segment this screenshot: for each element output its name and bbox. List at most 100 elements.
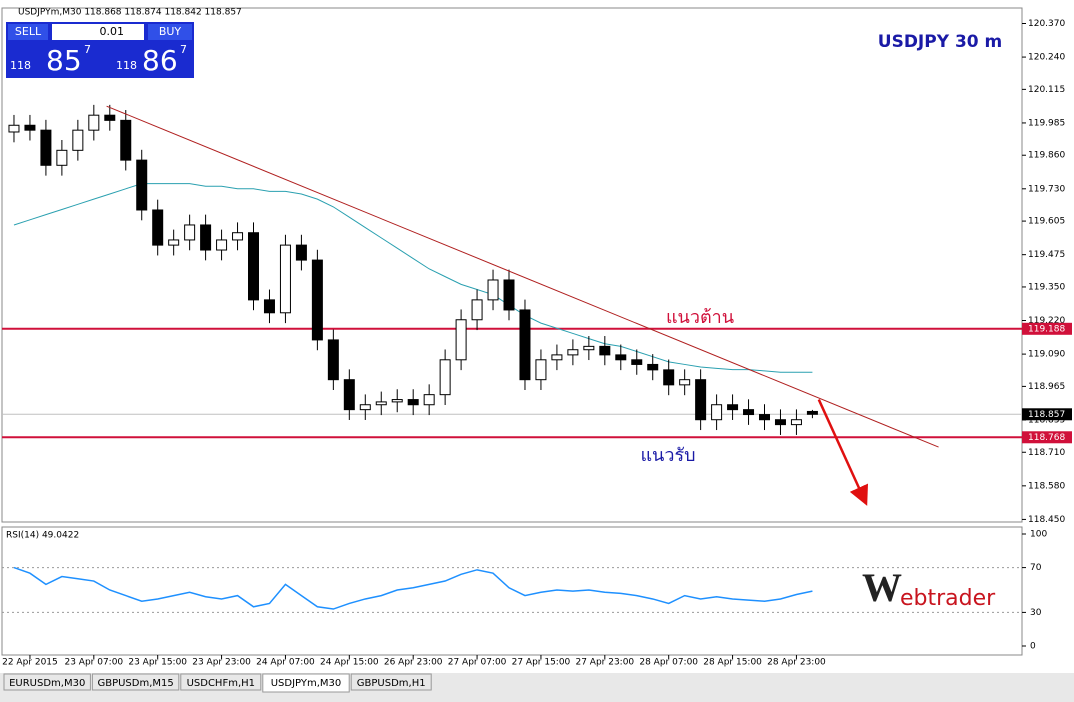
candle-body: [295, 244, 307, 261]
candle-body: [679, 379, 691, 386]
candle-body: [216, 239, 228, 251]
bid-point: 7: [84, 43, 91, 56]
logo: W ebtrader: [862, 565, 996, 611]
y-tick-label: 100: [1030, 530, 1047, 540]
x-tick-label: 26 Apr 23:00: [384, 658, 443, 668]
x-tick-label: 23 Apr 15:00: [128, 658, 187, 668]
candle-body: [695, 379, 707, 421]
lot-text: 0.01: [100, 25, 125, 38]
candle-body: [248, 232, 260, 301]
x-tick-label: 27 Apr 15:00: [512, 658, 571, 668]
candle-body: [232, 232, 244, 241]
main-panel: [1, 7, 1023, 523]
y-tick-label: 120.115: [1028, 85, 1065, 95]
ask-main: 86: [142, 44, 178, 77]
y-tick-label: 70: [1030, 563, 1042, 573]
chart-title: USDJPY 30 m: [878, 32, 1002, 52]
y-tick-label: 30: [1030, 608, 1042, 618]
tab[interactable]: [180, 673, 262, 691]
y-tick-label: 118.835: [1028, 415, 1065, 425]
buy-button[interactable]: [148, 24, 192, 40]
chart-header: USDJPYm,M30 118.868 118.874 118.842 118.…: [18, 8, 242, 18]
candle-body: [56, 149, 68, 166]
candle-body: [391, 399, 403, 403]
y-tick-label: 118.580: [1028, 481, 1065, 491]
support-label: แนวรับ: [640, 445, 695, 466]
candle-body: [519, 309, 531, 381]
level-label: 119.188: [1028, 324, 1065, 334]
lot-input[interactable]: [52, 24, 144, 40]
tab-label: GBPUSDm,H1: [357, 678, 426, 689]
last-price-label: 118.857: [1028, 410, 1065, 420]
trendline: [106, 105, 939, 448]
level-box: [1022, 322, 1072, 335]
candle-body: [759, 414, 771, 421]
candle-body: [72, 129, 84, 151]
candle-body: [423, 394, 435, 406]
rsi-label: RSI(14) 49.0422: [6, 531, 79, 541]
candle-body: [327, 339, 339, 381]
candle-body: [359, 404, 371, 411]
candle-body: [743, 409, 755, 416]
x-tick-label: 24 Apr 07:00: [256, 658, 315, 668]
sell-button[interactable]: [8, 24, 48, 40]
x-tick-label: 28 Apr 23:00: [767, 658, 826, 668]
tab[interactable]: [91, 673, 180, 691]
candle-body: [24, 124, 36, 131]
candle-body: [599, 345, 611, 356]
tab-label: USDJPYm,M30: [271, 678, 342, 689]
candle-body: [104, 114, 116, 121]
level-label: 118.768: [1028, 433, 1065, 443]
y-tick-label: 0: [1030, 642, 1036, 652]
rsi-line: [13, 566, 813, 610]
tab-label: EURUSDm,M30: [9, 678, 85, 689]
y-tick-label: 120.240: [1028, 53, 1065, 63]
x-tick-label: 27 Apr 07:00: [448, 658, 507, 668]
candle-body: [455, 319, 467, 361]
ask-prefix: 118: [116, 59, 137, 72]
candle-body: [583, 345, 595, 351]
y-tick-label: 119.985: [1028, 118, 1065, 128]
candle-body: [184, 224, 196, 241]
candle-body: [152, 209, 164, 246]
tab-label: GBPUSDm,M15: [97, 678, 173, 689]
candle-body: [631, 359, 643, 365]
buy-text: BUY: [159, 25, 182, 38]
candle-body: [8, 124, 20, 133]
candle-body: [535, 359, 547, 381]
ask-point: 7: [180, 43, 187, 56]
candle-body: [200, 224, 212, 251]
last-price-box: [1022, 408, 1072, 421]
candle-body: [615, 354, 627, 361]
y-tick-label: 119.475: [1028, 250, 1065, 260]
forecast-arrow: [817, 399, 868, 506]
y-tick-label: 118.710: [1028, 448, 1065, 458]
candle-body: [40, 129, 52, 166]
tab[interactable]: [3, 673, 91, 691]
candle-body: [503, 279, 515, 311]
tab[interactable]: [350, 673, 432, 691]
logo-w: W: [862, 565, 902, 610]
level-box: [1022, 431, 1072, 444]
x-tick-label: 28 Apr 15:00: [703, 658, 762, 668]
y-tick-label: 118.965: [1028, 382, 1065, 392]
candle-body: [711, 404, 723, 421]
x-tick-label: 28 Apr 07:00: [639, 658, 698, 668]
tab[interactable]: [262, 673, 350, 693]
candle-body: [487, 279, 499, 301]
y-tick-label: 119.220: [1028, 316, 1065, 326]
candle-body: [375, 401, 387, 406]
y-tick-label: 119.090: [1028, 350, 1065, 360]
candle-body: [88, 114, 100, 131]
y-tick-label: 119.860: [1028, 151, 1065, 161]
candle-body: [279, 244, 291, 314]
tab-label: USDCHFm,H1: [187, 678, 255, 689]
x-tick-label: 27 Apr 23:00: [575, 658, 634, 668]
candle-body: [311, 259, 323, 341]
candle-body: [774, 419, 786, 426]
candle-body: [343, 379, 355, 411]
candle-body: [647, 363, 659, 371]
x-tick-label: 24 Apr 15:00: [320, 658, 379, 668]
